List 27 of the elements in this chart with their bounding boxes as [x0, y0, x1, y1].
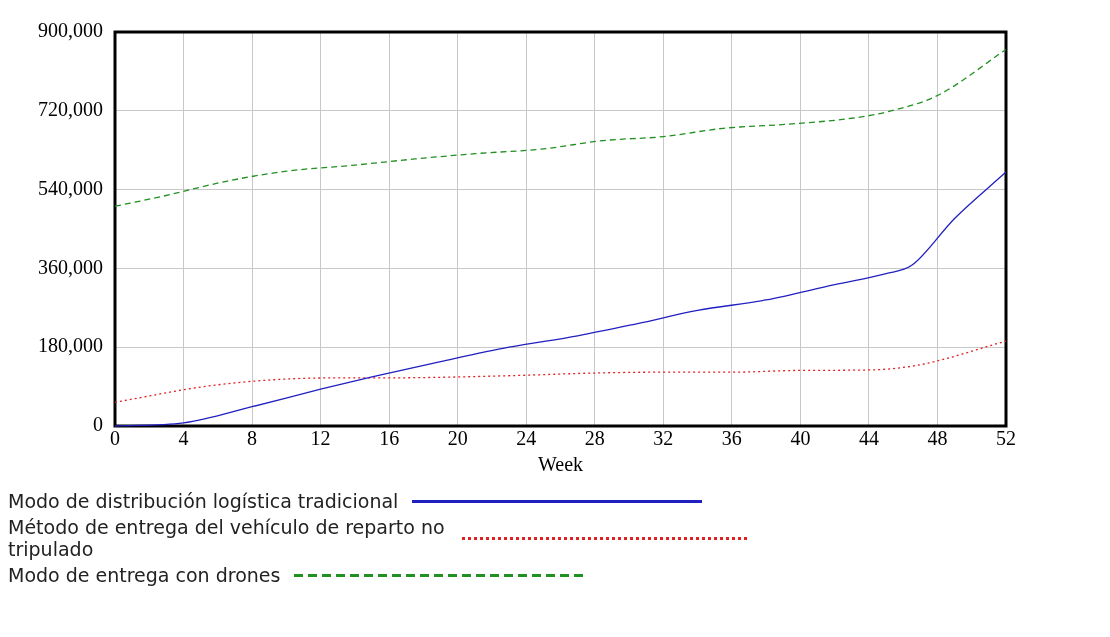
legend-label: Método de entrega del vehículo de reparto no tripulado [8, 516, 446, 560]
x-tick-label: 48 [927, 427, 948, 450]
x-tick-label: 20 [447, 427, 468, 450]
line-series [114, 340, 1007, 404]
x-tick-label: 8 [247, 427, 258, 450]
y-tick-label: 0 [93, 413, 103, 436]
line-series [114, 48, 1007, 207]
x-tick-label: 16 [379, 427, 400, 450]
legend-label: Modo de distribución logística tradicional [8, 490, 399, 512]
x-tick-label: 4 [178, 427, 189, 450]
x-tick-label: 0 [110, 427, 120, 450]
y-tick-label: 900,000 [38, 19, 103, 42]
x-tick-label: 44 [858, 427, 879, 450]
x-tick-label: 12 [310, 427, 331, 450]
x-tick-label: 36 [721, 427, 742, 450]
y-tick-label: 540,000 [38, 176, 103, 199]
x-tick-label: 40 [790, 427, 811, 450]
x-tick-label: 52 [996, 427, 1016, 450]
legend-label: Modo de entrega con drones [8, 564, 281, 586]
y-tick-label: 360,000 [38, 255, 103, 278]
x-axis-title: Week [537, 453, 584, 476]
x-tick-label: 32 [653, 427, 674, 450]
y-tick-label: 720,000 [38, 98, 103, 121]
x-tick-label: 24 [516, 427, 537, 450]
y-tick-label: 180,000 [38, 334, 103, 357]
line-series [114, 171, 1007, 427]
x-tick-label: 28 [584, 427, 605, 450]
